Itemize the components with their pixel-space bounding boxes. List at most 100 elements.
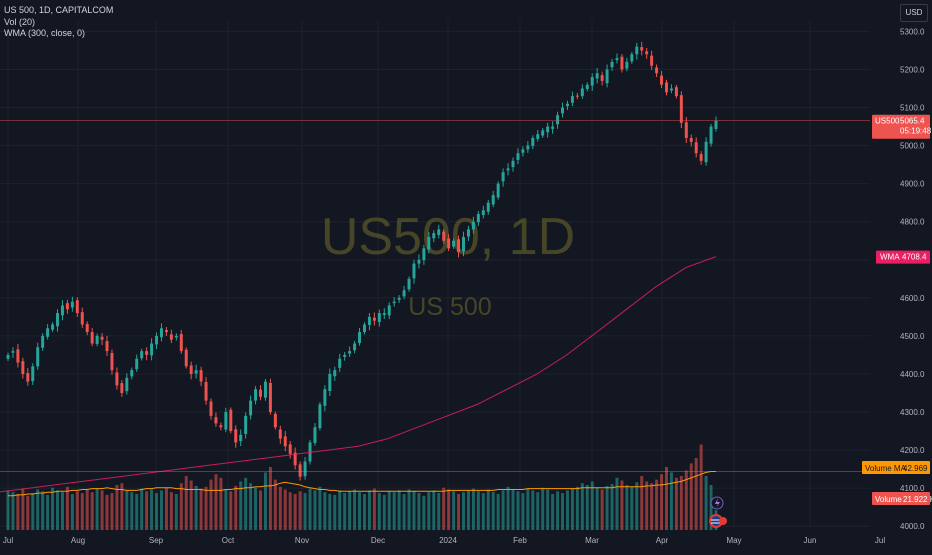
candle-body-114 <box>570 96 574 103</box>
volume-bar-31 <box>159 490 163 530</box>
candle-body-15 <box>80 312 84 325</box>
candle-body-93 <box>466 229 470 237</box>
candle-body-133 <box>665 82 668 93</box>
time-tick-12: Jul <box>875 536 885 545</box>
candle-body-43 <box>219 425 223 428</box>
volume-bar-33 <box>169 492 173 530</box>
candle-body-10 <box>56 313 59 327</box>
time-tick-4: Nov <box>295 536 309 545</box>
candle-body-124 <box>620 56 624 70</box>
legend-wma[interactable]: WMA (300, close, 0) <box>4 28 86 38</box>
volume-tag-label: Volume <box>875 495 902 504</box>
volume-bar-74 <box>372 488 376 530</box>
candle-body-7 <box>41 335 45 348</box>
time-tick-6: 2024 <box>439 536 457 545</box>
volume-bar-100 <box>501 490 505 530</box>
candle-body-135 <box>674 87 678 97</box>
volume-bar-127 <box>635 482 639 530</box>
price-tick-4500: 4500.0 <box>900 332 925 341</box>
volume-bar-1 <box>11 492 15 530</box>
volume-bar-96 <box>481 493 485 530</box>
candle-body-19 <box>100 336 104 340</box>
candle-body-1 <box>11 351 15 353</box>
legend-symbol[interactable]: US 500, 1D, CAPITALCOM <box>4 5 114 15</box>
legend-volume[interactable]: Vol (20) <box>4 16 36 27</box>
candlestick-series <box>6 41 718 481</box>
volume-bar-104 <box>521 493 525 530</box>
volume-bar-56 <box>283 489 287 530</box>
price-tick-5200: 5200.0 <box>900 65 925 74</box>
candle-body-108 <box>541 130 545 136</box>
candle-body-71 <box>358 332 362 344</box>
volume-bar-91 <box>457 494 461 530</box>
volume-bar-42 <box>214 474 218 530</box>
candle-body-21 <box>110 352 114 371</box>
time-tick-0: Jul <box>3 536 13 545</box>
price-tick-4000: 4000.0 <box>900 522 925 531</box>
candle-body-89 <box>447 238 451 249</box>
volume-bar-130 <box>650 483 654 530</box>
time-tick-2: Sep <box>149 536 164 545</box>
volume-ma-line <box>8 471 716 497</box>
candle-body-31 <box>159 328 163 338</box>
dividend-event-marker[interactable] <box>710 496 724 510</box>
time-axis[interactable]: Jul Aug Sep Oct Nov Dec 2024 Feb Mar Apr May Jun Jul <box>3 536 885 545</box>
volume-bar-59 <box>298 491 302 530</box>
volume-bar-114 <box>570 488 574 530</box>
currency-button[interactable]: USD <box>900 4 928 22</box>
volume-bar-4 <box>26 495 30 530</box>
candle-body-22 <box>115 372 119 386</box>
volume-bar-66 <box>333 494 337 530</box>
volume-bar-30 <box>155 493 159 530</box>
volume-bar-112 <box>561 493 565 530</box>
volume-tag-value: 21.922 K <box>903 495 932 504</box>
volume-bar-115 <box>575 486 579 530</box>
candle-body-111 <box>556 115 560 125</box>
volume-bar-69 <box>348 491 352 530</box>
volume-bar-15 <box>80 493 84 530</box>
wma-tag-value: 4708.4 <box>902 253 927 262</box>
candle-body-67 <box>338 358 342 368</box>
volume-bar-47 <box>239 481 243 530</box>
volume-bar-20 <box>105 494 109 530</box>
volume-bar-103 <box>516 491 520 530</box>
volume-bar-13 <box>70 494 74 530</box>
wma-tag-label: WMA <box>880 253 900 262</box>
candle-body-100 <box>501 172 505 182</box>
candle-body-77 <box>387 305 391 316</box>
volume-bar-140 <box>699 444 703 530</box>
volume-bar-120 <box>600 489 604 530</box>
volume-bar-26 <box>135 494 139 530</box>
volume-bar-34 <box>174 494 178 530</box>
volume-ma-tag-label: Volume MA <box>865 464 907 473</box>
volume-bar-88 <box>442 487 446 530</box>
candle-body-8 <box>46 328 50 337</box>
earnings-events-marker[interactable] <box>709 514 727 528</box>
volume-bar-85 <box>427 492 431 530</box>
time-tick-1: Aug <box>71 536 85 545</box>
volume-bar-45 <box>229 491 233 530</box>
volume-bar-46 <box>234 485 238 530</box>
time-tick-9: Apr <box>656 536 669 545</box>
price-tick-5100: 5100.0 <box>900 104 925 113</box>
candle-body-42 <box>214 417 218 424</box>
candle-body-62 <box>313 427 317 443</box>
time-tick-3: Oct <box>222 536 235 545</box>
price-axis[interactable]: 4000.0 4100.0 4200.0 4300.0 4400.0 4500.0 4600… <box>900 27 925 531</box>
candle-body-90 <box>452 240 456 247</box>
candle-body-103 <box>516 153 520 160</box>
candle-body-110 <box>551 126 555 129</box>
candle-body-137 <box>684 122 688 138</box>
volume-bar-77 <box>387 491 391 530</box>
price-tag: US500 5065.4 05:19:48 <box>872 114 932 139</box>
candle-body-118 <box>590 77 594 86</box>
candle-body-94 <box>471 221 475 230</box>
volume-bar-99 <box>496 494 500 530</box>
price-tick-4400: 4400.0 <box>900 370 925 379</box>
indicator-legend[interactable]: US 500, 1D, CAPITALCOM Vol (20) WMA (300… <box>4 5 113 40</box>
volume-bar-36 <box>184 476 188 530</box>
volume-bar-126 <box>630 486 634 530</box>
volume-bar-111 <box>556 491 560 530</box>
